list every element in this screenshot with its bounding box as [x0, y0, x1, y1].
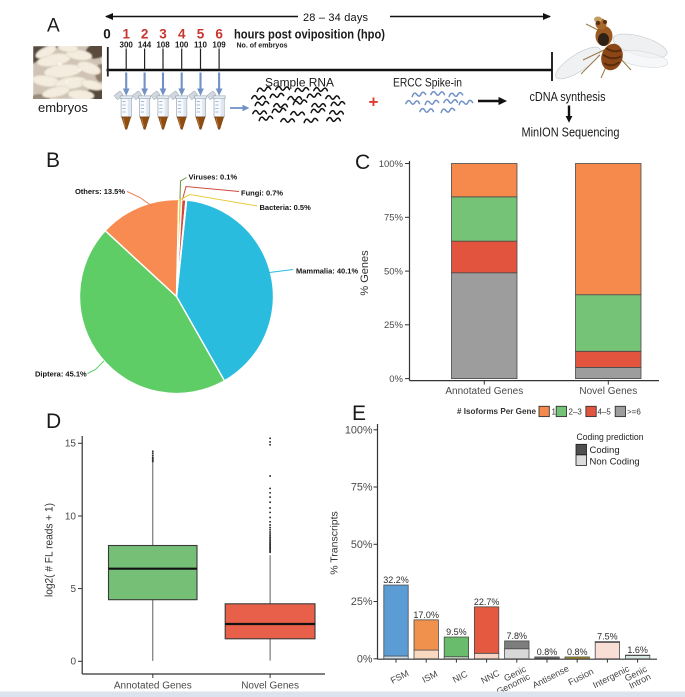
svg-text:Bacteria: 0.5%: Bacteria: 0.5% — [260, 203, 312, 212]
svg-text:Sample RNA: Sample RNA — [265, 76, 334, 90]
svg-text:28 – 34 days: 28 – 34 days — [303, 12, 369, 24]
svg-text:Annotated Genes: Annotated Genes — [114, 681, 192, 692]
svg-text:1.6%: 1.6% — [627, 645, 648, 655]
svg-text:Viruses: 0.1%: Viruses: 0.1% — [189, 173, 238, 182]
svg-text:300: 300 — [120, 41, 134, 50]
svg-text:Novel Genes: Novel Genes — [579, 386, 637, 397]
svg-text:A: A — [47, 16, 60, 37]
svg-text:C: C — [355, 151, 370, 174]
svg-text:embryos: embryos — [38, 100, 88, 115]
svg-text:1: 1 — [552, 407, 557, 416]
svg-text:22.7%: 22.7% — [474, 597, 500, 607]
svg-text:0.8%: 0.8% — [537, 647, 558, 657]
svg-text:0%: 0% — [389, 374, 403, 385]
svg-text:108: 108 — [156, 41, 170, 50]
svg-text:Novel Genes: Novel Genes — [241, 681, 299, 692]
svg-text:0.8%: 0.8% — [567, 647, 588, 657]
svg-text:hours post oviposition (hpo): hours post oviposition (hpo) — [234, 28, 385, 42]
svg-text:4: 4 — [178, 27, 186, 42]
svg-text:Fungi: 0.7%: Fungi: 0.7% — [241, 189, 283, 198]
svg-text:50%: 50% — [384, 267, 404, 278]
svg-text:5: 5 — [70, 584, 76, 595]
svg-text:Diptera: 45.1%: Diptera: 45.1% — [35, 370, 87, 379]
svg-text:100%: 100% — [379, 159, 404, 170]
svg-text:10: 10 — [65, 511, 77, 522]
svg-text:17.0%: 17.0% — [413, 610, 439, 620]
svg-text:# Isoforms Per Gene: # Isoforms Per Gene — [457, 406, 536, 416]
svg-text:+: + — [369, 93, 379, 112]
svg-text:cDNA synthesis: cDNA synthesis — [530, 90, 606, 104]
svg-text:7.5%: 7.5% — [597, 632, 618, 642]
svg-text:25%: 25% — [384, 320, 404, 331]
svg-text:100: 100 — [175, 41, 189, 50]
svg-text:15: 15 — [65, 439, 77, 450]
svg-text:32.2%: 32.2% — [383, 575, 409, 585]
svg-text:110: 110 — [194, 41, 207, 50]
svg-text:% Transcripts: % Transcripts — [329, 511, 341, 575]
svg-text:0: 0 — [103, 27, 111, 42]
svg-text:5: 5 — [197, 27, 205, 42]
svg-text:D: D — [46, 410, 61, 433]
svg-text:Annotated Genes: Annotated Genes — [445, 386, 523, 397]
svg-text:100%: 100% — [345, 424, 373, 436]
svg-text:>=6: >=6 — [627, 407, 641, 416]
svg-text:% Genes: % Genes — [359, 250, 371, 296]
svg-text:B: B — [46, 149, 60, 172]
svg-text:144: 144 — [138, 41, 152, 50]
svg-text:2–3: 2–3 — [569, 407, 583, 416]
svg-text:50%: 50% — [351, 539, 373, 551]
svg-text:0%: 0% — [357, 653, 373, 665]
svg-text:9.5%: 9.5% — [446, 627, 467, 637]
svg-text:7.8%: 7.8% — [507, 631, 528, 641]
svg-text:MinION Sequencing: MinION Sequencing — [522, 126, 620, 140]
svg-text:4–5: 4–5 — [598, 407, 612, 416]
svg-text:Mammalia: 40.1%: Mammalia: 40.1% — [296, 266, 358, 275]
svg-text:Coding: Coding — [590, 445, 620, 456]
svg-text:No. of embryos: No. of embryos — [237, 41, 288, 50]
svg-text:ERCC Spike-in: ERCC Spike-in — [393, 76, 462, 90]
svg-text:75%: 75% — [351, 482, 373, 494]
svg-text:E: E — [352, 402, 366, 425]
svg-text:log2( # FL reads + 1): log2( # FL reads + 1) — [44, 503, 56, 597]
svg-text:Others: 13.5%: Others: 13.5% — [75, 187, 125, 196]
svg-text:25%: 25% — [351, 596, 373, 608]
svg-text:Non Coding: Non Coding — [590, 456, 640, 467]
svg-text:6: 6 — [215, 27, 223, 42]
svg-text:75%: 75% — [384, 213, 404, 224]
svg-text:Coding prediction: Coding prediction — [577, 432, 644, 443]
svg-text:2: 2 — [141, 27, 149, 42]
svg-text:0: 0 — [70, 657, 76, 668]
svg-text:109: 109 — [212, 41, 226, 50]
svg-text:3: 3 — [159, 27, 167, 42]
svg-text:1: 1 — [122, 27, 130, 42]
